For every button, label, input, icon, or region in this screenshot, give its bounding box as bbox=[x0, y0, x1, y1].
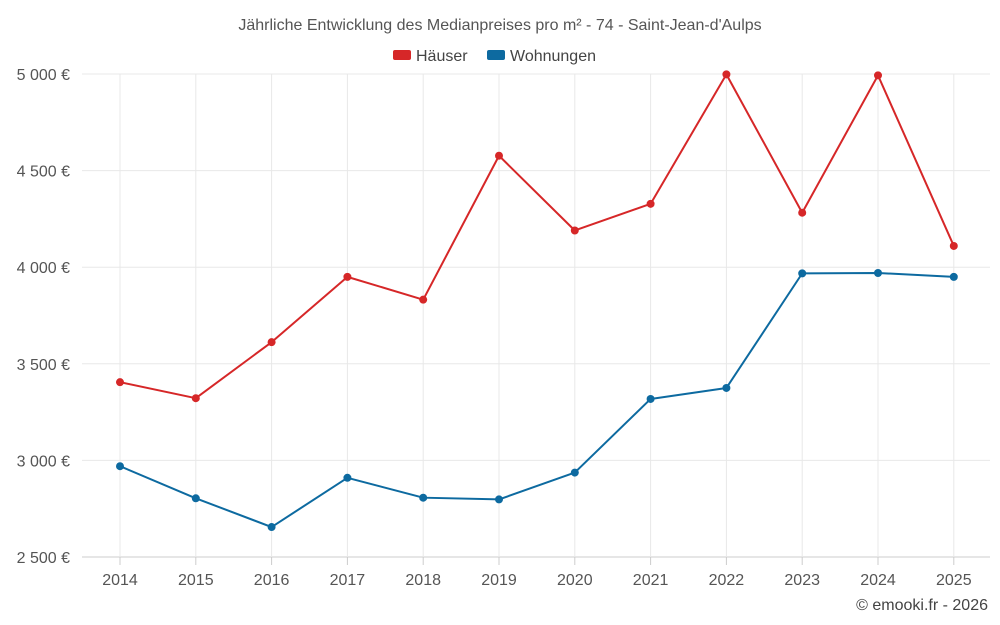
x-tick-label: 2015 bbox=[178, 572, 214, 589]
series-line-wohnungen bbox=[119, 271, 954, 529]
data-point-haeuser bbox=[722, 70, 731, 79]
x-tick-label: 2017 bbox=[330, 572, 366, 589]
data-point-haeuser bbox=[267, 338, 276, 347]
x-tick-label: 2016 bbox=[254, 572, 290, 589]
data-point-wohnungen bbox=[495, 495, 503, 504]
legend-swatch-wohnungen bbox=[487, 50, 505, 60]
x-tick-label: 2024 bbox=[860, 572, 896, 589]
data-point-wohnungen bbox=[570, 468, 579, 477]
y-tick-label: 3 000 € bbox=[17, 453, 70, 470]
data-point-wohnungen bbox=[267, 523, 276, 532]
y-tick-label: 2 500 € bbox=[17, 550, 70, 567]
data-point-haeuser bbox=[570, 226, 579, 235]
data-point-haeuser bbox=[495, 151, 503, 160]
grid bbox=[82, 73, 990, 558]
x-tick-label: 2014 bbox=[102, 572, 138, 589]
series-line-haeuser bbox=[119, 73, 955, 400]
x-tick-label: 2021 bbox=[633, 572, 669, 589]
x-tick-label: 2022 bbox=[709, 572, 745, 589]
legend-label-haeuser: Häuser bbox=[416, 48, 468, 65]
legend: Häuser Wohnungen bbox=[393, 48, 596, 65]
legend-swatch-haeuser bbox=[393, 50, 411, 60]
data-point-haeuser bbox=[419, 295, 428, 304]
data-point-wohnungen bbox=[722, 383, 731, 392]
x-tick-label: 2020 bbox=[557, 572, 593, 589]
credit-text: © emooki.fr - 2026 bbox=[856, 597, 988, 614]
y-tick-label: 4 500 € bbox=[17, 164, 70, 181]
legend-label-wohnungen: Wohnungen bbox=[510, 48, 596, 65]
y-tick-label: 5 000 € bbox=[17, 67, 70, 84]
data-point-haeuser bbox=[343, 272, 352, 281]
data-point-wohnungen bbox=[419, 493, 428, 502]
data-point-wohnungen bbox=[798, 269, 807, 278]
data-point-wohnungen bbox=[116, 462, 124, 471]
x-axis: 2014 2015 2016 2017 2018 2019 2020 2021 2022 2023… bbox=[102, 557, 972, 589]
data-point-wohnungen bbox=[949, 272, 958, 281]
series-group bbox=[116, 70, 958, 532]
data-point-wohnungen bbox=[874, 268, 882, 277]
data-point-wohnungen bbox=[191, 494, 200, 503]
data-point-wohnungen bbox=[646, 394, 655, 403]
x-tick-label: 2018 bbox=[405, 572, 441, 589]
y-tick-label: 4 000 € bbox=[17, 260, 70, 277]
data-point-haeuser bbox=[949, 241, 958, 250]
data-point-haeuser bbox=[646, 199, 655, 208]
chart-title: Jährliche Entwicklung des Medianpreises … bbox=[238, 17, 761, 34]
x-tick-label: 2019 bbox=[481, 572, 517, 589]
data-point-haeuser bbox=[191, 394, 200, 403]
data-point-haeuser bbox=[798, 208, 807, 217]
data-point-haeuser bbox=[874, 71, 882, 80]
x-tick-label: 2025 bbox=[936, 572, 972, 589]
y-axis: 2 500 € 3 000 € 3 500 € 4 000 € 4 500 € 5 000… bbox=[17, 67, 70, 567]
y-tick-label: 3 500 € bbox=[17, 357, 70, 374]
x-tick-label: 2023 bbox=[784, 572, 820, 589]
data-point-wohnungen bbox=[343, 473, 352, 482]
data-point-haeuser bbox=[116, 378, 124, 387]
